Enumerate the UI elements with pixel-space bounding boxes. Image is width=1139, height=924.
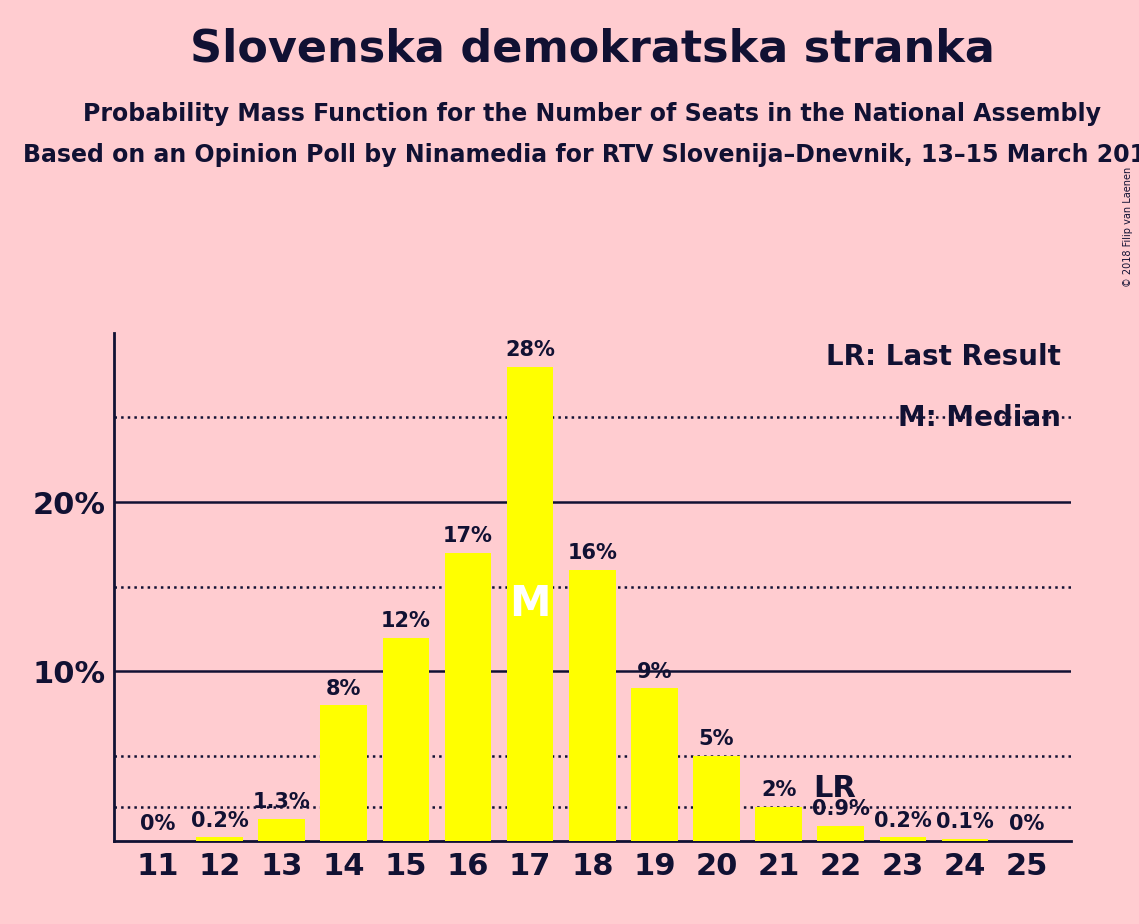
Bar (942, 839, 989, 841)
Text: 9%: 9% (637, 662, 672, 682)
Bar (818, 826, 865, 841)
Text: 12%: 12% (380, 611, 431, 631)
Text: Slovenska demokratska stranka: Slovenska demokratska stranka (190, 28, 994, 71)
Text: Probability Mass Function for the Number of Seats in the National Assembly: Probability Mass Function for the Number… (83, 102, 1101, 126)
Bar (507, 367, 554, 841)
Bar (444, 553, 491, 841)
Text: 5%: 5% (699, 729, 735, 749)
Text: 17%: 17% (443, 526, 493, 546)
Text: LR: LR (813, 773, 855, 803)
Bar (631, 688, 678, 841)
Text: 1.3%: 1.3% (253, 792, 311, 812)
Text: M: M (509, 583, 551, 625)
Text: LR: Last Result: LR: Last Result (826, 343, 1062, 371)
Text: 2%: 2% (761, 780, 796, 800)
Text: 0.2%: 0.2% (874, 810, 932, 831)
Text: M: Median: M: Median (899, 404, 1062, 432)
Bar (879, 837, 926, 841)
Bar (570, 570, 615, 841)
Text: 8%: 8% (326, 678, 361, 699)
Bar (259, 819, 305, 841)
Bar (694, 756, 740, 841)
Bar (196, 837, 243, 841)
Text: Based on an Opinion Poll by Ninamedia for RTV Slovenija–Dnevnik, 13–15 March 201: Based on an Opinion Poll by Ninamedia fo… (23, 143, 1139, 167)
Text: 0.9%: 0.9% (812, 799, 870, 819)
Text: © 2018 Filip van Laenen: © 2018 Filip van Laenen (1123, 166, 1133, 286)
Bar (755, 807, 802, 841)
Text: 0%: 0% (140, 814, 175, 834)
Text: 0.2%: 0.2% (190, 810, 248, 831)
Text: 0%: 0% (1009, 814, 1044, 834)
Text: 0.1%: 0.1% (936, 812, 994, 833)
Text: 16%: 16% (567, 543, 617, 563)
Bar (383, 638, 429, 841)
Text: 28%: 28% (506, 340, 555, 359)
Bar (320, 705, 367, 841)
